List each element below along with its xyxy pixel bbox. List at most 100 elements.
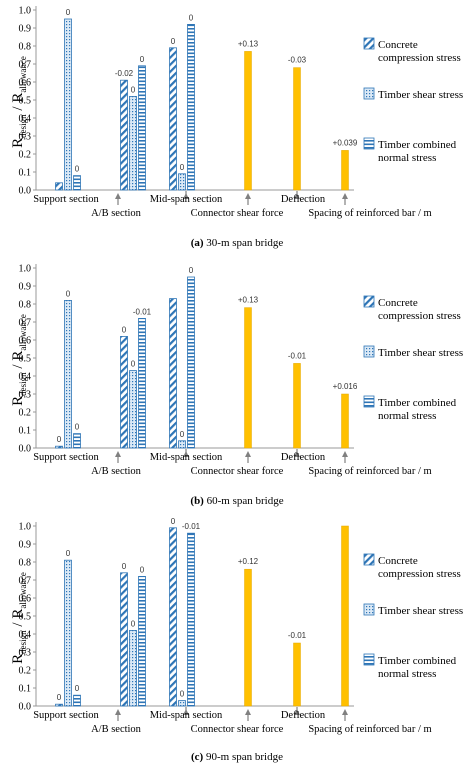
legend-label: compression stress bbox=[378, 52, 461, 64]
caption-label: (c) bbox=[191, 751, 204, 763]
y-tick-label: 0.1 bbox=[19, 168, 32, 179]
bar-data-label: +0.13 bbox=[238, 39, 259, 48]
legend-label: Timber combined bbox=[378, 397, 457, 409]
x-category-label: Support section bbox=[33, 194, 99, 205]
bar-data-label: 0 bbox=[75, 165, 80, 174]
bar-single-orange bbox=[244, 307, 252, 449]
legend-swatch-horiz bbox=[363, 137, 375, 150]
bar-horiz bbox=[187, 23, 195, 191]
bar-dots bbox=[129, 370, 137, 449]
bar-diag bbox=[120, 572, 128, 707]
bar-data-label: 0 bbox=[57, 435, 62, 444]
bar-single-orange bbox=[341, 393, 349, 449]
legend-swatch-horiz bbox=[363, 653, 375, 666]
bar-single-orange bbox=[293, 642, 301, 707]
bar-diag bbox=[169, 527, 177, 707]
bar-horiz bbox=[73, 433, 81, 449]
legend-swatch-diag bbox=[363, 553, 375, 566]
legend-label: Concrete bbox=[378, 297, 418, 309]
x-category-label: Deflection bbox=[281, 194, 326, 205]
x-category-label: Support section bbox=[33, 452, 99, 463]
bar-data-label: 0 bbox=[122, 325, 127, 334]
legend-label: normal stress bbox=[378, 668, 436, 680]
y-axis-title-sub-design: design bbox=[18, 114, 28, 138]
chart-panel-60m: 0.0 0.1 0.2 0.3 0.4 0.5 0.6 0.7 0.8 0.9 1.0 Rdesign… bbox=[0, 258, 474, 516]
bar-single-orange bbox=[244, 51, 252, 191]
chart-panel-90m: 0.0 0.1 0.2 0.3 0.4 0.5 0.6 0.7 0.8 0.9 1.0 Rdesign… bbox=[0, 516, 474, 772]
bar-data-label: -0.03 bbox=[288, 56, 307, 65]
legend-label: normal stress bbox=[378, 410, 436, 422]
y-tick-label: 0.7 bbox=[19, 60, 32, 71]
y-axis-title-slash: / R bbox=[10, 351, 26, 373]
bar-horiz bbox=[138, 318, 146, 449]
y-tick-label: 0.5 bbox=[19, 612, 32, 623]
legend-swatch-diag bbox=[363, 37, 375, 50]
bar-single-orange bbox=[341, 150, 349, 191]
y-axis-title: Rdesign / Rallowance bbox=[10, 572, 28, 664]
y-tick-label: 0.7 bbox=[19, 318, 32, 329]
y-axis-title-sub-design: design bbox=[18, 630, 28, 654]
y-axis-title-slash: / R bbox=[10, 93, 26, 115]
bar-dots bbox=[64, 18, 72, 191]
legend-swatch-dots bbox=[363, 87, 375, 100]
legend-swatch-dots bbox=[363, 345, 375, 358]
x-category-label: Mid-span section bbox=[150, 452, 223, 463]
y-tick-label: 0.4 bbox=[19, 372, 32, 383]
category-pointer-arrow-head bbox=[183, 193, 189, 199]
caption-label: (b) bbox=[190, 495, 204, 507]
bar-dots bbox=[129, 96, 137, 191]
y-tick-label: 0.8 bbox=[19, 558, 32, 569]
y-tick-label: 0.5 bbox=[19, 96, 32, 107]
bar-diag bbox=[169, 47, 177, 191]
bar-horiz bbox=[73, 694, 81, 707]
bar-data-label: 0 bbox=[75, 423, 80, 432]
x-category-label: Deflection bbox=[281, 452, 326, 463]
bar-dots bbox=[178, 440, 186, 449]
bar-diag bbox=[55, 182, 63, 191]
x-category-label: Mid-span section bbox=[150, 194, 223, 205]
y-tick-label: 0.3 bbox=[19, 390, 32, 401]
y-axis-title-sub-allowance: allowance bbox=[18, 56, 28, 92]
y-tick-label: 1.0 bbox=[19, 6, 32, 17]
bar-data-label: -0.02 bbox=[115, 69, 134, 78]
legend-label: Timber shear stress bbox=[378, 89, 463, 101]
y-tick-label: 0.7 bbox=[19, 576, 32, 587]
legend-label: Timber combined bbox=[378, 655, 457, 667]
bar-dots bbox=[178, 173, 186, 191]
y-tick-label: 0.1 bbox=[19, 684, 32, 695]
category-pointer-arrow-head bbox=[115, 709, 121, 715]
bar-data-label: 0 bbox=[140, 565, 145, 574]
y-tick-label: 1.0 bbox=[19, 522, 32, 533]
bar-data-label: 0 bbox=[180, 430, 185, 439]
bar-data-label: +0.016 bbox=[333, 382, 358, 391]
y-tick-label: 0.6 bbox=[19, 78, 32, 89]
y-tick-label: 1.0 bbox=[19, 264, 32, 275]
category-pointer-arrow-head bbox=[115, 451, 121, 457]
figure-caption: (b) 60-m span bridge bbox=[190, 495, 283, 507]
bar-single-orange bbox=[341, 525, 349, 707]
legend-swatch-diag bbox=[363, 295, 375, 308]
caption-label: (a) bbox=[191, 237, 204, 249]
caption-text: 60-m span bridge bbox=[204, 495, 284, 507]
bar-data-label: 0 bbox=[189, 266, 194, 275]
legend-label: Concrete bbox=[378, 39, 418, 51]
bar-diag bbox=[120, 336, 128, 449]
x-category-label: Mid-span section bbox=[150, 710, 223, 721]
bar-chart-60m: 0.0 0.1 0.2 0.3 0.4 0.5 0.6 0.7 0.8 0.9 1.0 Rdesign… bbox=[10, 264, 463, 508]
bar-data-label: 0 bbox=[131, 85, 136, 94]
x-category-label: Connector shear force bbox=[191, 466, 284, 477]
bar-data-label: +0.039 bbox=[333, 138, 358, 147]
legend-label: Concrete bbox=[378, 555, 418, 567]
bar-data-label: -0.01 bbox=[133, 307, 152, 316]
legend-label: compression stress bbox=[378, 568, 461, 580]
x-category-label: Support section bbox=[33, 710, 99, 721]
caption-text: 30-m span bridge bbox=[204, 237, 284, 249]
y-axis-title-main: R bbox=[10, 138, 26, 148]
category-pointer-arrow-head bbox=[342, 451, 348, 457]
legend-swatch-dots bbox=[363, 603, 375, 616]
y-axis-title-main: R bbox=[10, 654, 26, 664]
y-tick-label: 0.9 bbox=[19, 282, 32, 293]
x-category-label: Spacing of reinforced bar / m bbox=[308, 208, 431, 219]
bar-dots bbox=[64, 300, 72, 449]
x-category-label: A/B section bbox=[91, 466, 142, 477]
